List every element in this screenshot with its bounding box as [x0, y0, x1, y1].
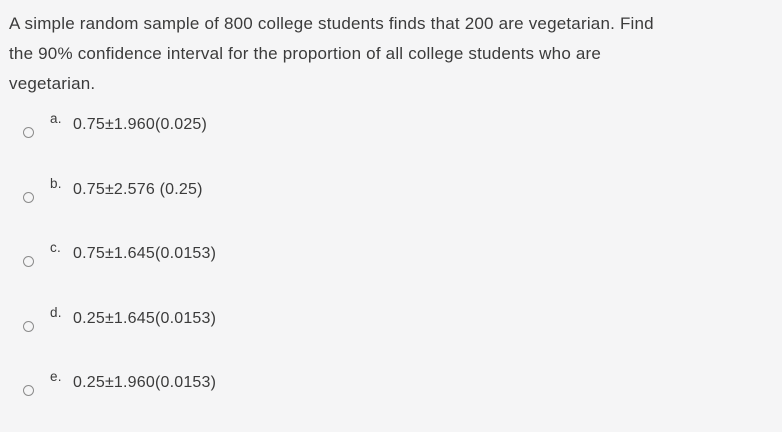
- option-letter-d: d.: [50, 304, 62, 320]
- answer-option-b[interactable]: b. 0.75±2.576 (0.25): [0, 170, 782, 235]
- option-letter-e: e.: [50, 369, 62, 384]
- answer-option-d[interactable]: d. 0.25±1.645(0.0153): [0, 299, 782, 364]
- option-text-e[interactable]: 0.25±1.960(0.0153): [73, 374, 217, 391]
- answer-option-c[interactable]: c. 0.75±1.645(0.0153): [0, 234, 782, 299]
- question-text: A simple random sample of 800 college st…: [0, 0, 782, 99]
- option-text-c[interactable]: 0.75±1.645(0.0153): [73, 245, 217, 262]
- answer-option-a[interactable]: a. 0.75±1.960(0.025): [0, 105, 782, 170]
- radio-button-c[interactable]: [23, 256, 34, 267]
- radio-button-a[interactable]: [23, 127, 34, 138]
- option-letter-b: b.: [50, 175, 62, 191]
- option-text-a[interactable]: 0.75±1.960(0.025): [73, 116, 208, 133]
- question-line-2: the 90% confidence interval for the prop…: [9, 44, 602, 63]
- option-text-d[interactable]: 0.25±1.645(0.0153): [73, 309, 217, 327]
- question-line-3: vegetarian.: [9, 74, 96, 93]
- radio-button-d[interactable]: [23, 320, 34, 332]
- question-line-1: A simple random sample of 800 college st…: [9, 14, 654, 33]
- radio-button-e[interactable]: [23, 385, 34, 396]
- radio-button-b[interactable]: [23, 191, 34, 203]
- option-letter-c: c.: [50, 240, 61, 255]
- option-text-b[interactable]: 0.75±2.576 (0.25): [73, 180, 203, 198]
- answer-option-e[interactable]: e. 0.25±1.960(0.0153): [0, 363, 782, 428]
- answer-options: a. 0.75±1.960(0.025) b. 0.75±2.576 (0.25…: [0, 105, 782, 428]
- option-letter-a: a.: [50, 111, 62, 126]
